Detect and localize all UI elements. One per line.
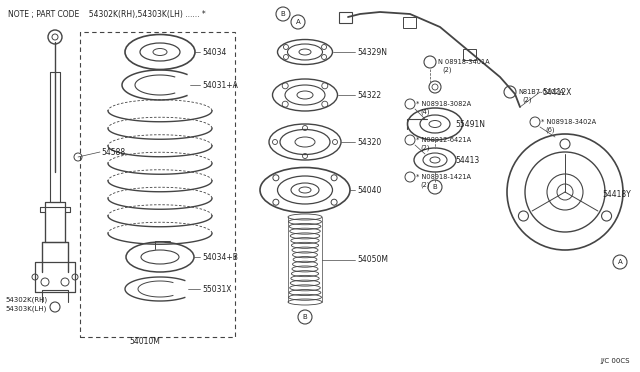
Text: A: A [618, 259, 622, 265]
Text: (2): (2) [420, 145, 429, 151]
Text: 54329N: 54329N [357, 48, 387, 57]
Text: 54412X: 54412X [542, 87, 572, 96]
Text: (4): (4) [420, 109, 429, 115]
Text: * N08918-3082A: * N08918-3082A [416, 101, 471, 107]
Text: 54034: 54034 [202, 48, 227, 57]
Text: (2): (2) [420, 182, 429, 188]
Text: 54418Y: 54418Y [602, 189, 631, 199]
Text: 54031+A: 54031+A [202, 80, 238, 90]
Text: 54050M: 54050M [357, 256, 388, 264]
Text: 54034+B: 54034+B [202, 253, 238, 262]
Text: A: A [296, 19, 300, 25]
Text: N 08918-3401A: N 08918-3401A [438, 59, 490, 65]
Text: 55031X: 55031X [202, 285, 232, 294]
Text: (2): (2) [442, 67, 451, 73]
Text: 54320: 54320 [357, 138, 381, 147]
Text: NOTE ; PART CODE    54302K(RH),54303K(LH) ...... *: NOTE ; PART CODE 54302K(RH),54303K(LH) .… [8, 10, 205, 19]
Text: B: B [280, 11, 285, 17]
Text: * N08912-6421A: * N08912-6421A [416, 137, 471, 143]
Text: 54040: 54040 [357, 186, 381, 195]
Text: * N08918-1421A: * N08918-1421A [416, 174, 471, 180]
Text: N81B7-0202A: N81B7-0202A [518, 89, 564, 95]
Text: 54010M: 54010M [129, 337, 161, 346]
Text: B: B [433, 184, 437, 190]
Text: 54588: 54588 [101, 148, 125, 157]
Text: 54303K(LH): 54303K(LH) [5, 306, 46, 312]
Text: 54413: 54413 [455, 155, 479, 164]
Text: (6): (6) [545, 127, 554, 133]
Text: * N08918-3402A: * N08918-3402A [541, 119, 596, 125]
Text: 55491N: 55491N [455, 119, 485, 128]
Text: 54322: 54322 [357, 90, 381, 99]
Text: J/C 00CS: J/C 00CS [600, 358, 630, 364]
Text: (2): (2) [522, 97, 531, 103]
Text: 54302K(RH): 54302K(RH) [5, 297, 47, 303]
Text: B: B [303, 314, 307, 320]
